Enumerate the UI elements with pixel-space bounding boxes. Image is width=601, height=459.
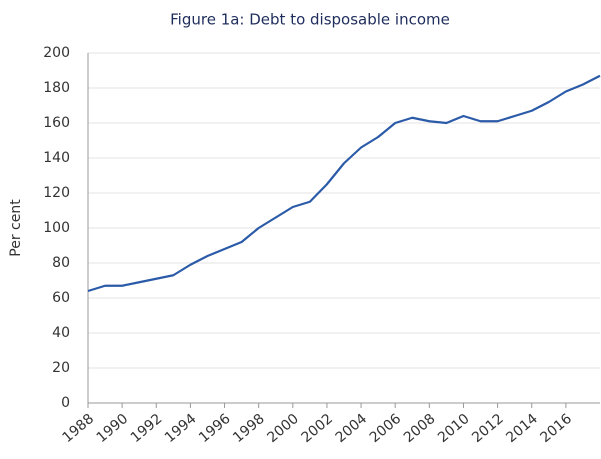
x-tick-label: 2014 [503, 411, 541, 446]
y-tick-label: 20 [52, 360, 70, 376]
y-tick-label: 120 [43, 185, 70, 201]
y-tick-label: 40 [52, 325, 70, 341]
x-tick-label: 1992 [128, 411, 166, 446]
x-tick-label: 1988 [60, 411, 98, 446]
x-tick-label: 1990 [94, 411, 132, 446]
y-tick-label: 60 [52, 290, 70, 306]
x-tick-label: 2010 [435, 411, 473, 446]
y-tick-label: 200 [43, 45, 70, 61]
chart-title: Figure 1a: Debt to disposable income [170, 11, 450, 29]
y-tick-label: 160 [43, 115, 70, 131]
y-tick-label: 180 [43, 80, 70, 96]
x-tick-label: 2012 [469, 411, 507, 446]
x-tick-label: 2002 [298, 411, 336, 446]
data-line [87, 74, 601, 293]
x-tick-label: 2004 [333, 411, 371, 446]
x-tick-label: 1994 [162, 411, 200, 446]
x-tick-label: 2000 [264, 411, 302, 446]
x-tick-label: 1998 [230, 411, 268, 446]
y-tick-label: 100 [43, 220, 70, 236]
y-tick-label: 0 [61, 395, 70, 411]
y-tick-label: 140 [43, 150, 70, 166]
x-tick-label: 2008 [401, 411, 439, 446]
x-tick-label: 2006 [367, 411, 405, 446]
x-tick-label: 1996 [196, 411, 234, 446]
x-tick-label: 2016 [537, 411, 575, 446]
y-tick-label: 80 [52, 255, 70, 271]
y-axis-label: Per cent [8, 199, 24, 257]
